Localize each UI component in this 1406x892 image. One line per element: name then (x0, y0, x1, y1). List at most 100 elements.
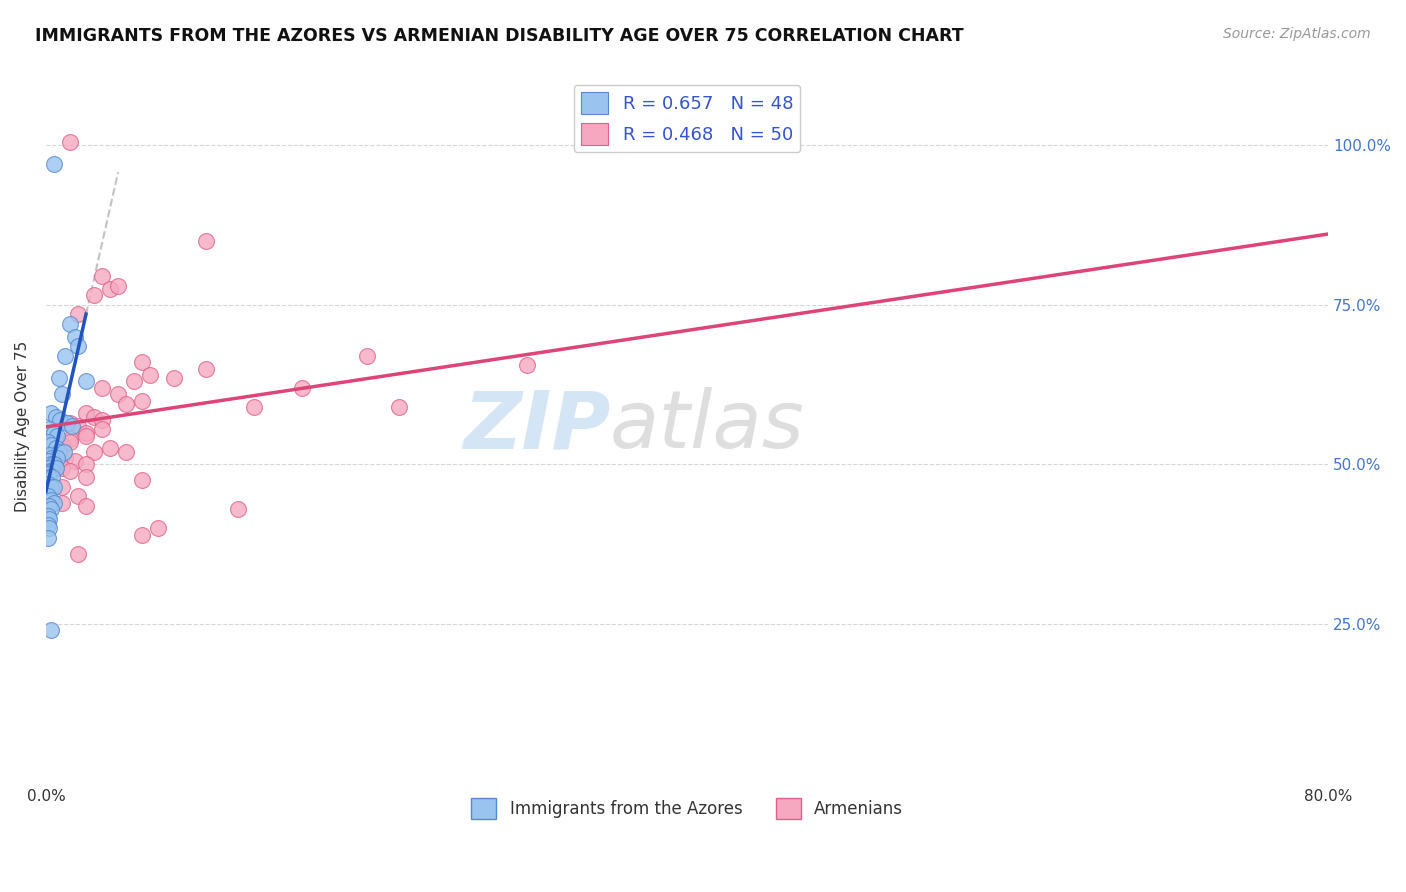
Point (75, 425, 97, 440)
Point (59, 464, 82, 478)
Point (46, 428, 69, 442)
Point (98, 442, 121, 456)
Point (38, 521, 60, 535)
Point (45, 409, 67, 424)
Point (83, 288, 105, 302)
Point (139, 368, 162, 382)
Point (39, 464, 62, 478)
Point (39, 492, 62, 507)
Point (37, 489, 59, 503)
Point (51, 387, 73, 401)
Point (131, 474, 153, 488)
Point (39, 624, 62, 638)
Text: ZIP: ZIP (463, 387, 610, 465)
Point (37, 460, 59, 475)
Point (91, 413, 114, 427)
Point (59, 317, 82, 331)
Point (38, 470, 60, 484)
Point (226, 502, 249, 516)
Point (38, 448, 60, 462)
Text: atlas: atlas (610, 387, 804, 465)
Point (115, 397, 138, 411)
Point (75, 406, 97, 420)
Point (146, 521, 169, 535)
Point (51, 438, 73, 452)
Point (37, 476, 59, 491)
Point (48, 444, 70, 458)
Point (59, 416, 82, 430)
Point (53, 451, 76, 466)
Point (42, 496, 65, 510)
Point (37, 531, 59, 545)
Point (91, 268, 114, 283)
Point (83, 409, 105, 424)
Point (42, 157, 65, 171)
Point (131, 393, 153, 408)
Point (75, 458, 97, 472)
Point (66, 489, 89, 503)
Point (38, 422, 60, 436)
Point (91, 381, 114, 395)
Point (195, 361, 218, 376)
Point (387, 400, 409, 414)
Point (75, 428, 97, 442)
Point (122, 375, 145, 389)
Point (59, 435, 82, 450)
Point (52, 444, 75, 458)
Point (66, 307, 89, 321)
Point (516, 359, 538, 373)
Point (60, 419, 83, 434)
Point (42, 425, 65, 440)
Point (75, 499, 97, 513)
Point (42, 458, 65, 472)
Point (45, 442, 67, 456)
Legend: Immigrants from the Azores, Armenians: Immigrants from the Azores, Armenians (464, 792, 910, 825)
Point (38, 512, 60, 526)
Point (107, 278, 129, 293)
Point (39, 480, 62, 494)
Point (51, 460, 73, 475)
Point (59, 135, 82, 149)
Point (131, 527, 153, 541)
Point (38, 499, 60, 513)
Point (51, 480, 73, 494)
Text: IMMIGRANTS FROM THE AZORES VS ARMENIAN DISABILITY AGE OVER 75 CORRELATION CHART: IMMIGRANTS FROM THE AZORES VS ARMENIAN D… (35, 27, 963, 45)
Point (66, 547, 89, 561)
Point (39, 502, 62, 516)
Text: Source: ZipAtlas.com: Source: ZipAtlas.com (1223, 27, 1371, 41)
Point (37, 508, 59, 523)
Point (59, 432, 82, 446)
Point (42, 480, 65, 494)
Point (56, 416, 79, 430)
Point (37, 518, 59, 533)
Point (41, 451, 63, 466)
Point (39, 458, 62, 472)
Point (243, 400, 266, 414)
Point (66, 419, 89, 434)
Point (163, 371, 186, 385)
Point (39, 406, 62, 420)
Point (131, 355, 153, 369)
Point (107, 387, 129, 401)
Point (75, 375, 97, 389)
Point (75, 470, 97, 484)
Point (115, 444, 138, 458)
Point (41, 470, 63, 484)
Point (48, 371, 70, 385)
Point (63, 454, 86, 468)
Point (37, 467, 59, 481)
Point (98, 282, 121, 296)
Point (356, 349, 378, 363)
Point (83, 444, 105, 458)
Point (37, 454, 59, 468)
Point (49, 413, 72, 427)
Point (53, 349, 76, 363)
Y-axis label: Disability Age Over 75: Disability Age Over 75 (15, 341, 30, 512)
Point (39, 438, 62, 452)
Point (195, 234, 218, 248)
Point (41, 464, 63, 478)
Point (66, 339, 89, 353)
Point (45, 460, 67, 475)
Point (46, 451, 69, 466)
Point (291, 381, 314, 395)
